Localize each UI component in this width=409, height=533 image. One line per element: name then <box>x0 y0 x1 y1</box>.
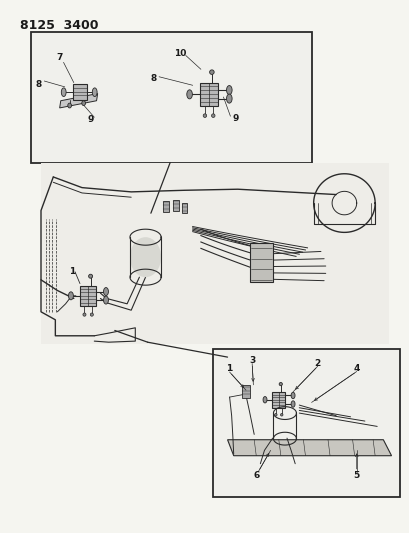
Ellipse shape <box>67 103 71 108</box>
Bar <box>272 392 285 408</box>
Polygon shape <box>227 440 391 456</box>
Bar <box>72 84 87 100</box>
Ellipse shape <box>130 237 161 277</box>
Ellipse shape <box>103 296 108 304</box>
Text: 10: 10 <box>174 49 186 58</box>
Text: 1: 1 <box>226 365 232 373</box>
Ellipse shape <box>263 397 266 403</box>
Ellipse shape <box>279 383 282 386</box>
Ellipse shape <box>83 313 86 316</box>
FancyBboxPatch shape <box>41 163 389 344</box>
Text: 5: 5 <box>353 471 359 480</box>
Ellipse shape <box>68 292 73 300</box>
Ellipse shape <box>90 313 93 316</box>
Ellipse shape <box>88 274 92 278</box>
Text: 8: 8 <box>150 75 157 83</box>
Polygon shape <box>60 94 97 108</box>
Ellipse shape <box>61 88 66 96</box>
Ellipse shape <box>211 114 214 117</box>
Text: 3: 3 <box>248 357 255 365</box>
Bar <box>80 286 96 306</box>
Ellipse shape <box>226 94 231 103</box>
Bar <box>213 349 399 497</box>
Ellipse shape <box>226 85 231 95</box>
Ellipse shape <box>103 288 108 295</box>
Text: 1: 1 <box>68 268 75 276</box>
Bar <box>242 385 249 399</box>
Text: 4: 4 <box>353 365 359 373</box>
Text: 2: 2 <box>314 359 320 368</box>
Ellipse shape <box>280 414 282 416</box>
Bar <box>249 243 272 282</box>
Bar <box>31 32 311 163</box>
Ellipse shape <box>187 90 192 99</box>
Bar <box>163 201 169 212</box>
Text: 6: 6 <box>252 471 259 480</box>
Text: 9: 9 <box>232 114 238 123</box>
Ellipse shape <box>290 401 294 407</box>
Text: 8: 8 <box>36 80 42 89</box>
Ellipse shape <box>290 392 294 399</box>
Ellipse shape <box>209 70 213 75</box>
Text: 7: 7 <box>56 53 63 61</box>
Bar <box>181 203 187 213</box>
Ellipse shape <box>82 101 85 106</box>
Ellipse shape <box>203 114 206 117</box>
Bar <box>200 83 218 106</box>
Text: 8125  3400: 8125 3400 <box>20 19 99 31</box>
Bar <box>173 200 179 211</box>
Ellipse shape <box>92 88 97 96</box>
Text: 9: 9 <box>87 116 93 124</box>
Ellipse shape <box>274 414 276 416</box>
